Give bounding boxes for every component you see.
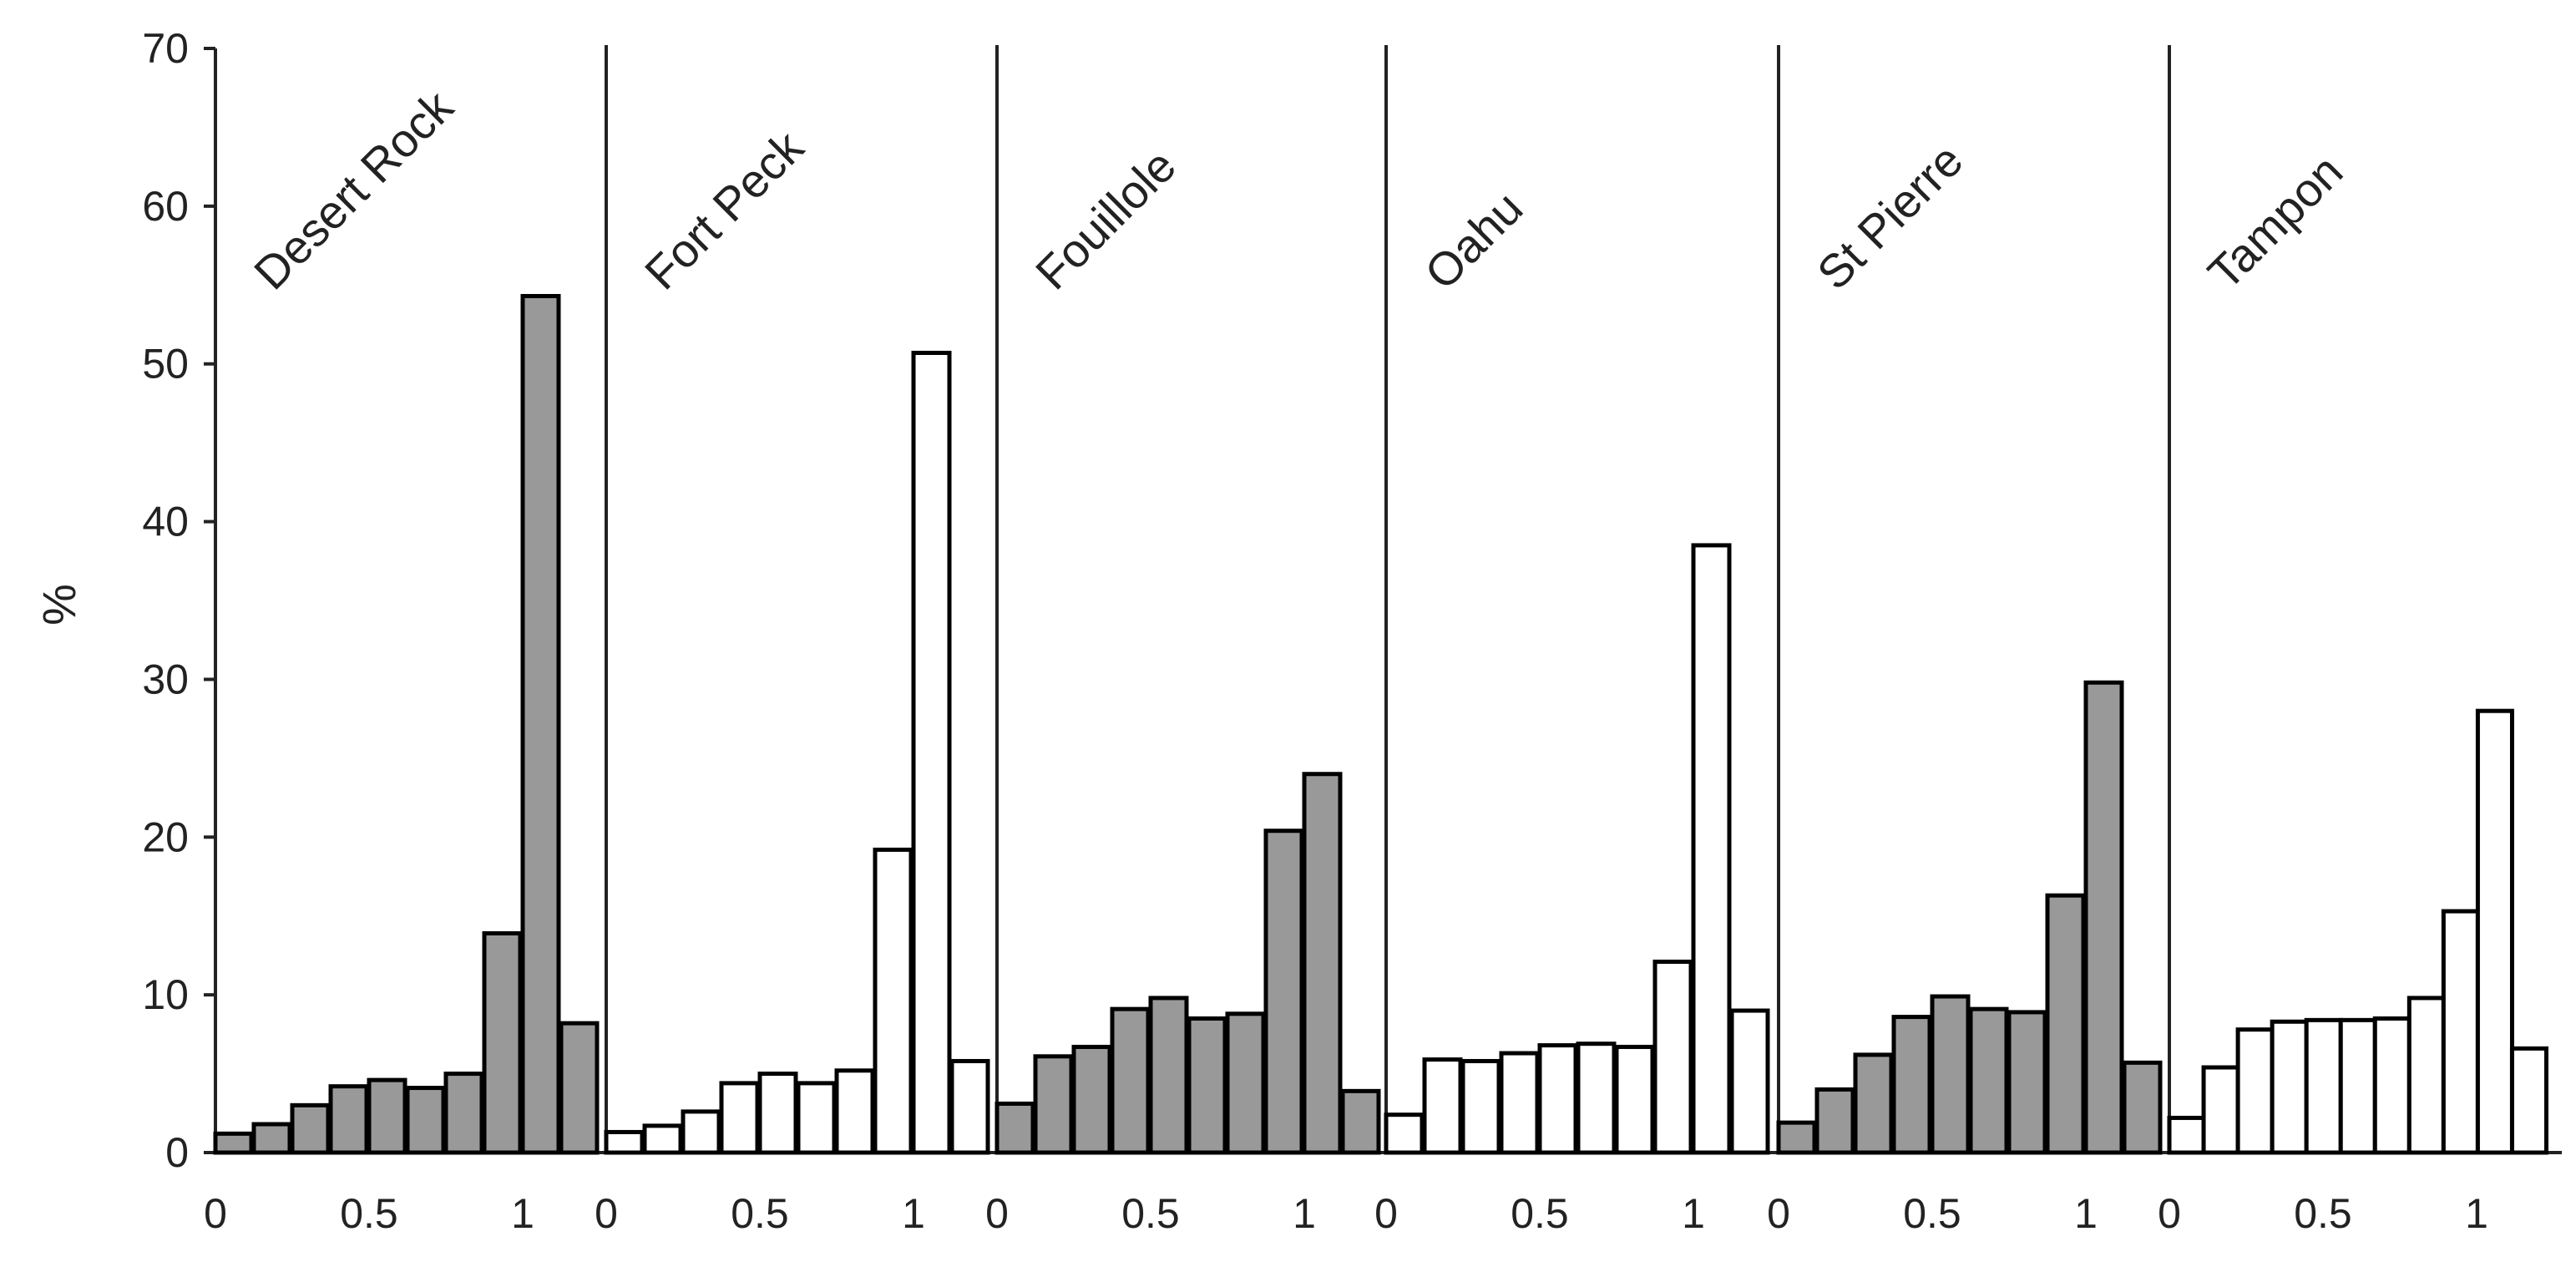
bar-tampon xyxy=(2270,1019,2309,1155)
bar-fort-peck xyxy=(604,1129,645,1155)
bar-desert-rock xyxy=(213,1131,254,1155)
bar-fort-peck xyxy=(642,1123,683,1155)
bar-oahu xyxy=(1729,1008,1770,1155)
bar-st-pierre xyxy=(2007,1010,2047,1155)
panel-title: Oahu xyxy=(1415,181,1532,299)
bar-desert-rock xyxy=(559,1021,600,1155)
bar-fort-peck xyxy=(873,847,913,1155)
bar-desert-rock xyxy=(328,1084,369,1155)
bar-st-pierre xyxy=(1968,1006,2009,1155)
bar-fouillole xyxy=(1110,1006,1151,1155)
y-axis-label: % xyxy=(33,584,85,626)
x-tick-label: 1 xyxy=(1682,1190,1705,1237)
bar-tampon xyxy=(2304,1017,2343,1155)
bar-fort-peck xyxy=(949,1058,990,1155)
x-tick-label: 0 xyxy=(1767,1190,1790,1237)
panel-title: Desert Rock xyxy=(244,79,463,299)
bar-st-pierre xyxy=(1930,994,1971,1155)
bar-fouillole xyxy=(1225,1011,1266,1155)
bar-st-pierre xyxy=(1891,1015,1932,1155)
y-tick-label: 50 xyxy=(142,341,189,388)
bar-st-pierre xyxy=(1853,1052,1894,1155)
bar-desert-rock xyxy=(443,1072,484,1155)
bar-fort-peck xyxy=(757,1072,798,1155)
bar-oahu xyxy=(1499,1051,1540,1155)
bar-st-pierre xyxy=(1776,1120,1817,1155)
bar-tampon xyxy=(2167,1115,2206,1155)
bar-fouillole xyxy=(1071,1044,1112,1155)
y-tick-label: 0 xyxy=(165,1129,189,1176)
y-tick-label: 40 xyxy=(142,499,189,545)
bar-tampon xyxy=(2406,996,2446,1155)
y-tick-label: 70 xyxy=(142,25,189,72)
y-tick-label: 10 xyxy=(142,971,189,1018)
x-tick-label: 0 xyxy=(2158,1190,2181,1237)
panel-title: St Pierre xyxy=(1807,134,1973,300)
bar-tampon xyxy=(2338,1017,2377,1155)
bar-st-pierre xyxy=(1814,1087,1855,1155)
bar-oahu xyxy=(1614,1044,1655,1155)
y-tick-label: 30 xyxy=(142,656,189,702)
bar-fort-peck xyxy=(911,350,952,1155)
bar-fouillole xyxy=(1148,996,1189,1155)
bar-oahu xyxy=(1652,959,1693,1155)
bar-desert-rock xyxy=(520,294,561,1155)
x-tick-label: 0 xyxy=(985,1190,1009,1237)
bar-fouillole xyxy=(1263,829,1304,1155)
bar-desert-rock xyxy=(290,1102,331,1155)
bar-tampon xyxy=(2201,1065,2240,1155)
x-tick-label: 1 xyxy=(2465,1190,2488,1237)
x-tick-label: 0 xyxy=(595,1190,618,1237)
bar-desert-rock xyxy=(482,930,523,1155)
x-tick-label: 0.5 xyxy=(2294,1190,2352,1237)
bar-oahu xyxy=(1384,1112,1425,1155)
x-tick-label: 0.5 xyxy=(1511,1190,1569,1237)
bar-fouillole xyxy=(1187,1016,1227,1155)
bar-fouillole xyxy=(1033,1054,1074,1155)
bar-oahu xyxy=(1576,1041,1617,1155)
x-tick-label: 1 xyxy=(902,1190,925,1237)
bar-tampon xyxy=(2475,708,2514,1155)
bar-oahu xyxy=(1422,1057,1463,1155)
x-tick-label: 1 xyxy=(511,1190,534,1237)
bar-st-pierre xyxy=(2045,893,2086,1155)
bar-fouillole xyxy=(1302,772,1343,1155)
x-tick-label: 1 xyxy=(1293,1190,1316,1237)
bar-st-pierre xyxy=(2083,680,2124,1155)
bar-desert-rock xyxy=(367,1077,407,1155)
x-tick-label: 0.5 xyxy=(1121,1190,1180,1237)
bar-fort-peck xyxy=(681,1109,721,1155)
bar-oahu xyxy=(1460,1058,1501,1155)
bar-st-pierre xyxy=(2122,1060,2163,1155)
bar-oahu xyxy=(1537,1043,1578,1155)
panel-title: Fouillole xyxy=(1025,139,1186,299)
bar-desert-rock xyxy=(251,1122,292,1155)
bar-fort-peck xyxy=(796,1081,837,1155)
bar-tampon xyxy=(2509,1046,2549,1155)
x-tick-label: 0.5 xyxy=(340,1190,398,1237)
x-tick-label: 0.5 xyxy=(731,1190,789,1237)
bar-tampon xyxy=(2441,909,2480,1155)
x-tick-label: 0 xyxy=(204,1190,227,1237)
panel-title: Tampon xyxy=(2198,144,2352,299)
y-tick-label: 20 xyxy=(142,813,189,860)
bar-tampon xyxy=(2235,1027,2275,1155)
bar-desert-rock xyxy=(405,1086,446,1155)
bar-fouillole xyxy=(994,1101,1035,1155)
bar-oahu xyxy=(1691,543,1732,1155)
x-tick-label: 0.5 xyxy=(1903,1190,1961,1237)
panel-title: Fort Peck xyxy=(635,120,814,300)
bar-fort-peck xyxy=(834,1068,875,1155)
bar-tampon xyxy=(2372,1016,2412,1155)
y-tick-label: 60 xyxy=(142,183,189,230)
bars-group xyxy=(213,294,2549,1155)
bar-fort-peck xyxy=(719,1081,760,1155)
x-tick-label: 0 xyxy=(1374,1190,1398,1237)
x-tick-label: 1 xyxy=(2074,1190,2098,1237)
bar-fouillole xyxy=(1340,1088,1381,1155)
